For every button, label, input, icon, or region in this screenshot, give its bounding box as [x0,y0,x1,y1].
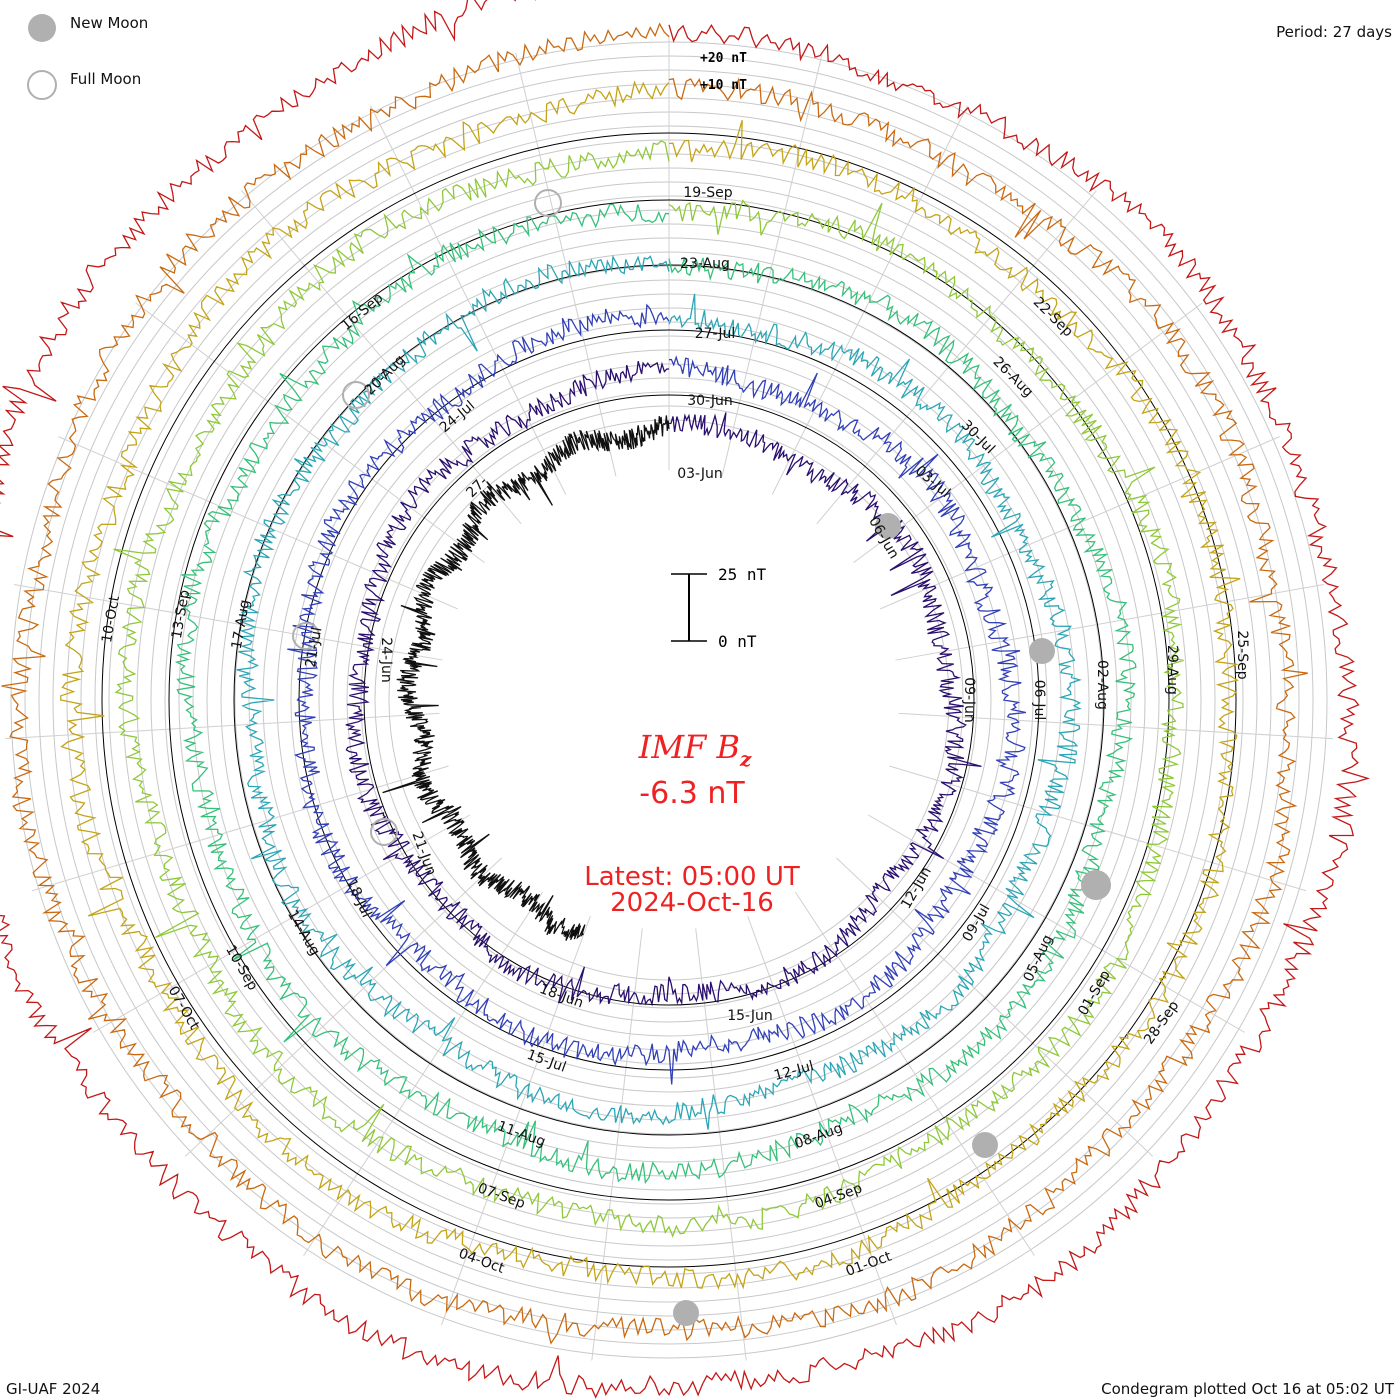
new-moon-marker [875,513,901,539]
date-label: 09-Jun [961,677,977,723]
radial-spoke [184,857,503,1157]
footer-plot-time: Condegram plotted Oct 16 at 05:02 UT [1101,1380,1394,1398]
date-label: 20-Aug [362,352,409,399]
bz-trace-2 [345,361,982,1007]
radial-spoke [591,928,643,1361]
center-readout: IMF Bz -6.3 nT Latest: 05:00 UT 2024-Oct… [584,728,800,918]
latest-date: 2024-Oct-16 [610,888,774,918]
full-moon-marker [370,818,398,846]
radial-spoke [721,52,823,477]
scale-bar-bottom-label: 0 nT [718,632,757,651]
new-moon-legend-label: New Moon [70,14,149,32]
date-label: 07-Sep [475,1180,527,1212]
radial-spoke [747,915,897,1326]
date-label: 02-Aug [1094,660,1110,710]
radial-spoke [31,765,449,892]
radial-spoke [92,814,471,1033]
radial-spoke [370,105,567,495]
moon-phase-markers [292,189,1111,1326]
quantity-label: IMF Bz [638,728,752,771]
scale-bar-top-label: 25 nT [718,565,767,584]
ring-scale-label: +10 nT [700,78,747,93]
date-label: 08-Aug [792,1120,844,1152]
bz-trace-1 [382,415,670,941]
date-label: 29-Aug [1164,645,1180,695]
date-label: 07-Oct [165,983,203,1033]
radial-spoke [241,190,522,525]
radial-spoke [441,915,591,1326]
date-label: 25-Sep [1234,630,1250,679]
radial-spoke [853,302,1203,564]
new-moon-marker [972,1132,998,1158]
date-label: 30-Jun [687,393,733,409]
date-label: 10-Sep [222,943,261,994]
radial-spoke [303,891,544,1256]
bz-traces [0,0,1371,1399]
new-moon-marker [673,1300,699,1326]
radial-spoke [135,302,485,564]
ring-scale-label: +20 nT [700,51,747,66]
date-label: 12-Jun [898,864,935,911]
full-moon-icon [27,70,57,100]
date-label: 14-Aug [284,907,323,958]
radial-spoke [515,52,617,477]
bz-trace-8 [1,22,1308,1345]
ring-scale-labels: +20 nT +10 nT [700,51,747,93]
full-moon-legend-label: Full Moon [70,70,142,88]
bz-trace-7 [60,80,1241,1290]
date-label: 21-Jul [303,626,326,669]
bz-trace-6 [113,140,1184,1238]
date-label: 06-Jul [1031,680,1047,721]
full-moon-marker [534,189,562,217]
latest-time: Latest: 05:00 UT [584,862,800,892]
bz-trace-5 [174,203,1137,1185]
date-label: 15-Jun [727,1008,773,1024]
date-label: 10-Oct [99,594,123,644]
new-moon-marker [1081,870,1111,900]
date-label: 24-Jun [378,637,394,683]
date-label: 23-Aug [680,256,730,272]
date-label: 22-Sep [1030,294,1076,340]
current-value: -6.3 nT [639,776,745,811]
radial-spoke [695,928,747,1361]
zero-reference-ring [101,132,1237,1268]
bz-trace-4 [236,254,1082,1130]
full-moon-marker [292,622,320,650]
date-label: 27- [463,473,490,500]
zero-reference-ring [233,264,1105,1136]
scale-bar: 25 nT 0 nT [671,565,767,651]
radial-spoke [898,712,1333,740]
date-label: 16-Sep [338,290,386,334]
footer-credit: GI-UAF 2024 [6,1380,101,1398]
radial-spoke [867,814,1246,1033]
new-moon-marker [1029,638,1055,664]
bz-trace-9 [0,0,1371,1399]
full-moon-marker [342,381,370,409]
date-label: 04-Sep [813,1180,865,1212]
date-label: 15-Jul [525,1047,569,1076]
new-moon-icon [28,14,56,42]
date-label: 27-Jul [695,326,736,342]
radial-spoke [895,584,1324,661]
radial-spoke [816,190,1097,525]
date-label: 19-Sep [683,185,732,201]
radial-spoke [835,857,1154,1157]
period-label: Period: 27 days [1276,23,1392,41]
radial-spoke [794,891,1035,1256]
date-label: 05-Aug [1021,932,1057,984]
bz-trace-3 [287,303,1027,1085]
date-label: 03-Jun [677,466,723,482]
zero-reference-ring [168,199,1170,1201]
